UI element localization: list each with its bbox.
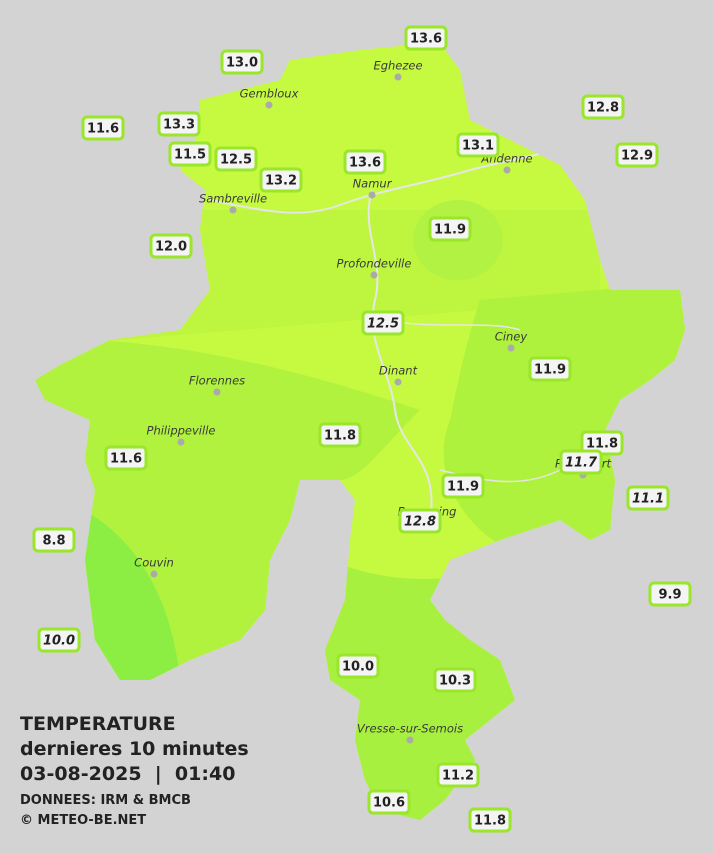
stations: 13.6 13.0 12.8 11.6 13.3 13.1 11.5 12.5 13.6 12.9…	[32, 25, 692, 833]
town-label: Couvin	[134, 556, 174, 570]
station-value: 13.6	[410, 32, 442, 47]
towns: EghezeeGemblouxAndenneNamurSambrevillePr…	[134, 59, 612, 744]
station-box	[149, 233, 193, 259]
station-value: 11.5	[174, 148, 206, 163]
station-value: 12.8	[587, 101, 619, 116]
station-box	[32, 527, 76, 553]
town-label: Ciney	[495, 330, 528, 344]
station-value: 13.0	[226, 56, 258, 71]
legend: TEMPERATURE dernieres 10 minutes 03-08-2…	[20, 713, 249, 828]
station-box	[648, 581, 692, 607]
station-box	[615, 142, 659, 168]
station-value: 13.3	[163, 118, 195, 133]
station-box	[398, 508, 442, 534]
station-box	[441, 473, 485, 499]
station-value: 10.0	[43, 634, 75, 649]
station-value: 13.1	[462, 139, 494, 154]
town-dot	[368, 191, 376, 199]
station-value: 8.8	[42, 534, 65, 549]
station-value: 11.6	[110, 452, 142, 467]
station-value: 12.5	[367, 317, 399, 332]
town-dot	[229, 206, 237, 214]
station-box	[259, 167, 303, 193]
town-label: Sambreville	[199, 192, 267, 206]
town-dot	[394, 73, 402, 81]
station-box	[343, 149, 387, 175]
station-value: 11.9	[447, 480, 479, 495]
station-value: 9.9	[658, 588, 681, 603]
station-value: 11.9	[534, 363, 566, 378]
station-box	[168, 141, 212, 167]
town-dot	[503, 166, 511, 174]
station-value: 11.2	[442, 769, 474, 784]
station-box	[528, 356, 572, 382]
station-value: 13.2	[265, 174, 297, 189]
station-box	[468, 807, 512, 833]
station-value: 11.9	[434, 223, 466, 238]
station-value: 12.9	[621, 149, 653, 164]
town-dot	[370, 271, 378, 279]
station-box	[214, 146, 258, 172]
station-box	[367, 789, 411, 815]
town-dot	[507, 344, 515, 352]
station-value: 11.6	[87, 122, 119, 137]
legend-source: DONNEES: IRM & BMCB	[20, 793, 191, 808]
town-label: Namur	[353, 177, 393, 191]
legend-title: TEMPERATURE	[20, 713, 176, 735]
station-value: 10.0	[342, 660, 374, 675]
station-box	[456, 132, 500, 158]
station-value: 11.8	[586, 437, 618, 452]
station-box	[559, 449, 603, 475]
station-box	[104, 445, 148, 471]
station-value: 11.7	[565, 456, 598, 471]
town-dot	[177, 438, 185, 446]
town-dot	[213, 388, 221, 396]
station-value: 12.0	[155, 240, 187, 255]
legend-subtitle: dernieres 10 minutes	[20, 738, 249, 760]
station-value: 11.8	[474, 814, 506, 829]
station-value: 11.8	[324, 429, 356, 444]
town-dot	[394, 378, 402, 386]
station-box	[581, 94, 625, 120]
station-box	[626, 485, 670, 511]
station-box	[81, 115, 125, 141]
town-dot	[265, 101, 273, 109]
station-box	[404, 25, 448, 51]
station-value: 12.8	[404, 515, 436, 530]
town-dot	[150, 570, 158, 578]
station-value: 13.6	[349, 156, 381, 171]
station-box	[157, 111, 201, 137]
station-box	[361, 310, 405, 336]
town-label: Philippeville	[147, 424, 216, 438]
town-dot	[406, 736, 414, 744]
station-value: 12.5	[220, 153, 252, 168]
station-box	[37, 627, 81, 653]
legend-datetime: 03-08-2025 | 01:40	[20, 763, 235, 785]
station-box	[318, 422, 362, 448]
station-box	[336, 653, 380, 679]
town-label: Gembloux	[240, 87, 299, 101]
legend-copyright: © METEO-BE.NET	[20, 813, 146, 828]
town-label: Profondeville	[337, 257, 412, 271]
town-label: Florennes	[189, 374, 245, 388]
station-value: 10.6	[373, 796, 405, 811]
town-label: Vresse-sur-Semois	[357, 722, 463, 736]
station-box	[428, 216, 472, 242]
town-label: Dinant	[379, 364, 418, 378]
station-box	[433, 667, 477, 693]
station-box	[220, 49, 264, 75]
town-label: Eghezee	[373, 59, 422, 73]
station-box	[436, 762, 480, 788]
station-value: 10.3	[439, 674, 471, 689]
station-value: 11.1	[632, 492, 664, 507]
